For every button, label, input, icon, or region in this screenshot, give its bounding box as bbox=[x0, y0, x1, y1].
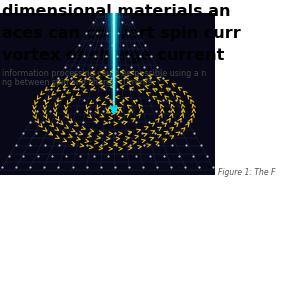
Text: dimensional materials an: dimensional materials an bbox=[2, 4, 230, 19]
Text: vortex of charge current: vortex of charge current bbox=[2, 48, 224, 63]
Text: ng between spin and charge currents: ng between spin and charge currents bbox=[2, 78, 152, 87]
Polygon shape bbox=[112, 8, 116, 112]
Text: Figure 1: The F: Figure 1: The F bbox=[218, 168, 275, 177]
Text: information processing could be possible using a n: information processing could be possible… bbox=[2, 69, 206, 78]
Polygon shape bbox=[107, 8, 120, 112]
Bar bbox=[0, 13, 215, 175]
Polygon shape bbox=[110, 8, 118, 112]
Text: aces can convert spin curr: aces can convert spin curr bbox=[2, 26, 241, 41]
Polygon shape bbox=[104, 8, 124, 112]
Polygon shape bbox=[113, 8, 115, 112]
